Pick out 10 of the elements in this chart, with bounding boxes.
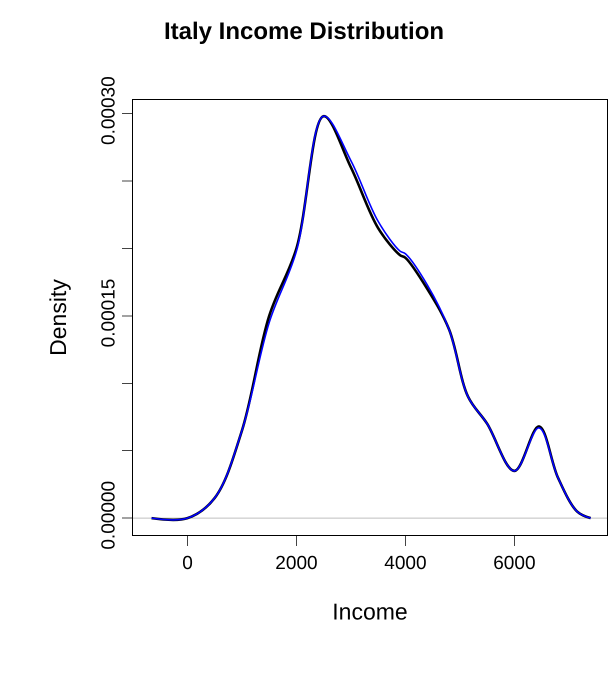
x-tick-label: 4000 bbox=[384, 552, 427, 574]
y-axis-title: Density bbox=[44, 278, 71, 356]
x-tick-label: 2000 bbox=[275, 552, 318, 574]
y-tick-label: 0.00030 bbox=[98, 76, 120, 145]
y-tick-label: 0.00015 bbox=[98, 278, 120, 348]
x-tick-label: 0 bbox=[182, 552, 193, 574]
x-tick-label: 6000 bbox=[493, 552, 536, 574]
y-tick-label: 0.00000 bbox=[98, 480, 120, 550]
x-axis-title: Income bbox=[332, 598, 408, 624]
chart-title: Italy Income Distribution bbox=[164, 18, 444, 45]
